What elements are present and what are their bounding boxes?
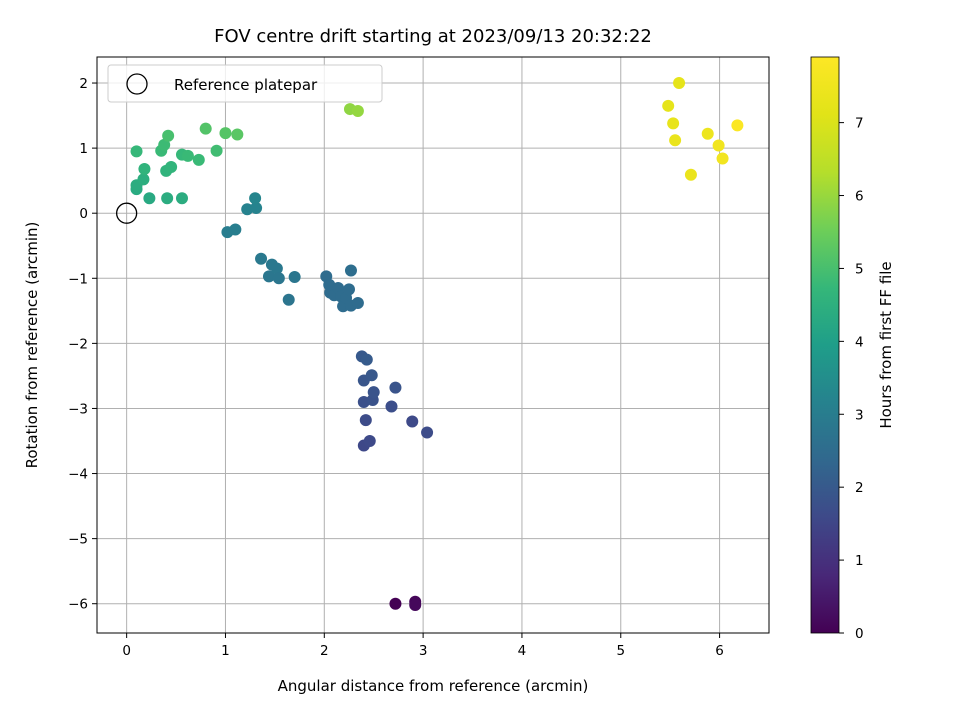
data-point bbox=[731, 119, 744, 132]
data-point bbox=[229, 223, 242, 236]
data-point bbox=[351, 297, 364, 310]
data-point bbox=[162, 129, 175, 142]
x-tick-label: 4 bbox=[518, 643, 527, 659]
colorbar-tick-label: 4 bbox=[855, 334, 864, 350]
y-tick-label: −3 bbox=[68, 401, 88, 417]
data-point bbox=[712, 139, 725, 152]
colorbar-tick-label: 6 bbox=[855, 189, 864, 205]
x-axis-label: Angular distance from reference (arcmin) bbox=[278, 677, 589, 695]
colorbar-tick-label: 1 bbox=[855, 553, 864, 569]
data-point bbox=[282, 293, 295, 306]
data-point bbox=[389, 597, 402, 610]
data-point bbox=[181, 149, 194, 162]
data-point bbox=[241, 203, 254, 216]
colorbar-gradient bbox=[810, 56, 840, 634]
data-point bbox=[262, 270, 275, 283]
data-point bbox=[363, 435, 376, 447]
colorbar-ticks: 0 1 2 3 4 5 6 7 bbox=[839, 116, 864, 642]
reference-point-marker bbox=[115, 202, 138, 224]
x-tick-label: 1 bbox=[221, 643, 230, 659]
y-tick-label: −5 bbox=[68, 532, 88, 548]
data-point bbox=[360, 353, 373, 366]
colorbar: 0 1 2 3 4 5 6 7 Hours from first FF file bbox=[810, 56, 895, 642]
data-point bbox=[130, 145, 143, 158]
y-tick-label: 0 bbox=[79, 206, 88, 222]
data-point bbox=[684, 168, 697, 181]
data-point bbox=[250, 201, 263, 214]
data-point bbox=[231, 128, 244, 141]
data-point bbox=[667, 117, 680, 130]
y-axis-label: Rotation from reference (arcmin) bbox=[23, 222, 41, 469]
data-point bbox=[359, 414, 372, 427]
data-point bbox=[143, 192, 156, 205]
data-point bbox=[365, 369, 378, 382]
data-point bbox=[161, 192, 174, 205]
data-point bbox=[210, 144, 223, 157]
data-point bbox=[662, 99, 675, 112]
x-tick-label: 2 bbox=[320, 643, 329, 659]
data-point bbox=[270, 262, 283, 275]
x-tick-label: 3 bbox=[419, 643, 428, 659]
legend: Reference platepar bbox=[107, 64, 383, 103]
data-point bbox=[351, 105, 364, 118]
data-point bbox=[421, 426, 434, 439]
x-tick-label: 0 bbox=[122, 643, 131, 659]
data-point bbox=[389, 381, 402, 394]
data-point bbox=[249, 192, 262, 205]
y-tick-label: −4 bbox=[68, 467, 88, 483]
colorbar-tick-label: 3 bbox=[855, 407, 864, 423]
data-point bbox=[343, 283, 355, 296]
legend-box bbox=[107, 64, 383, 103]
plot-area bbox=[97, 57, 769, 633]
colorbar-label: Hours from first FF file bbox=[877, 261, 895, 428]
data-point bbox=[255, 252, 268, 265]
data-point bbox=[138, 162, 151, 175]
y-tick-label: −6 bbox=[68, 597, 88, 613]
data-point bbox=[716, 152, 729, 165]
data-point bbox=[701, 127, 714, 140]
data-point bbox=[192, 153, 205, 166]
data-point bbox=[272, 272, 285, 285]
data-point bbox=[288, 270, 301, 283]
data-point bbox=[137, 173, 150, 186]
data-point bbox=[669, 134, 682, 147]
y-axis-ticks: −6 −5 −4 −3 −2 −1 0 1 2 bbox=[68, 76, 97, 613]
data-point bbox=[158, 138, 171, 151]
colorbar-tick-label: 2 bbox=[855, 480, 864, 496]
grid-lines bbox=[97, 57, 769, 633]
data-point bbox=[165, 160, 178, 173]
colorbar-tick-label: 0 bbox=[855, 626, 864, 642]
x-tick-label: 5 bbox=[616, 643, 625, 659]
data-point bbox=[344, 264, 357, 277]
x-axis-ticks: 0 1 2 3 4 5 6 bbox=[122, 633, 724, 659]
data-point bbox=[367, 386, 380, 399]
chart-title: FOV centre drift starting at 2023/09/13 … bbox=[214, 26, 652, 47]
y-tick-label: −2 bbox=[68, 336, 88, 352]
y-tick-label: −1 bbox=[68, 271, 88, 287]
data-point bbox=[385, 400, 398, 413]
colorbar-tick-label: 7 bbox=[855, 116, 864, 132]
y-tick-label: 1 bbox=[79, 141, 88, 157]
legend-label: Reference platepar bbox=[174, 76, 318, 94]
x-tick-label: 6 bbox=[715, 643, 724, 659]
data-point bbox=[219, 127, 232, 140]
data-point bbox=[409, 599, 422, 612]
data-point bbox=[673, 77, 686, 90]
data-point bbox=[406, 415, 419, 428]
data-point bbox=[199, 122, 212, 135]
legend-marker-icon bbox=[126, 73, 148, 95]
plot-frame bbox=[96, 56, 770, 634]
y-tick-label: 2 bbox=[79, 76, 88, 92]
colorbar-tick-label: 5 bbox=[855, 261, 864, 277]
data-point bbox=[175, 192, 188, 205]
data-points bbox=[115, 77, 744, 612]
